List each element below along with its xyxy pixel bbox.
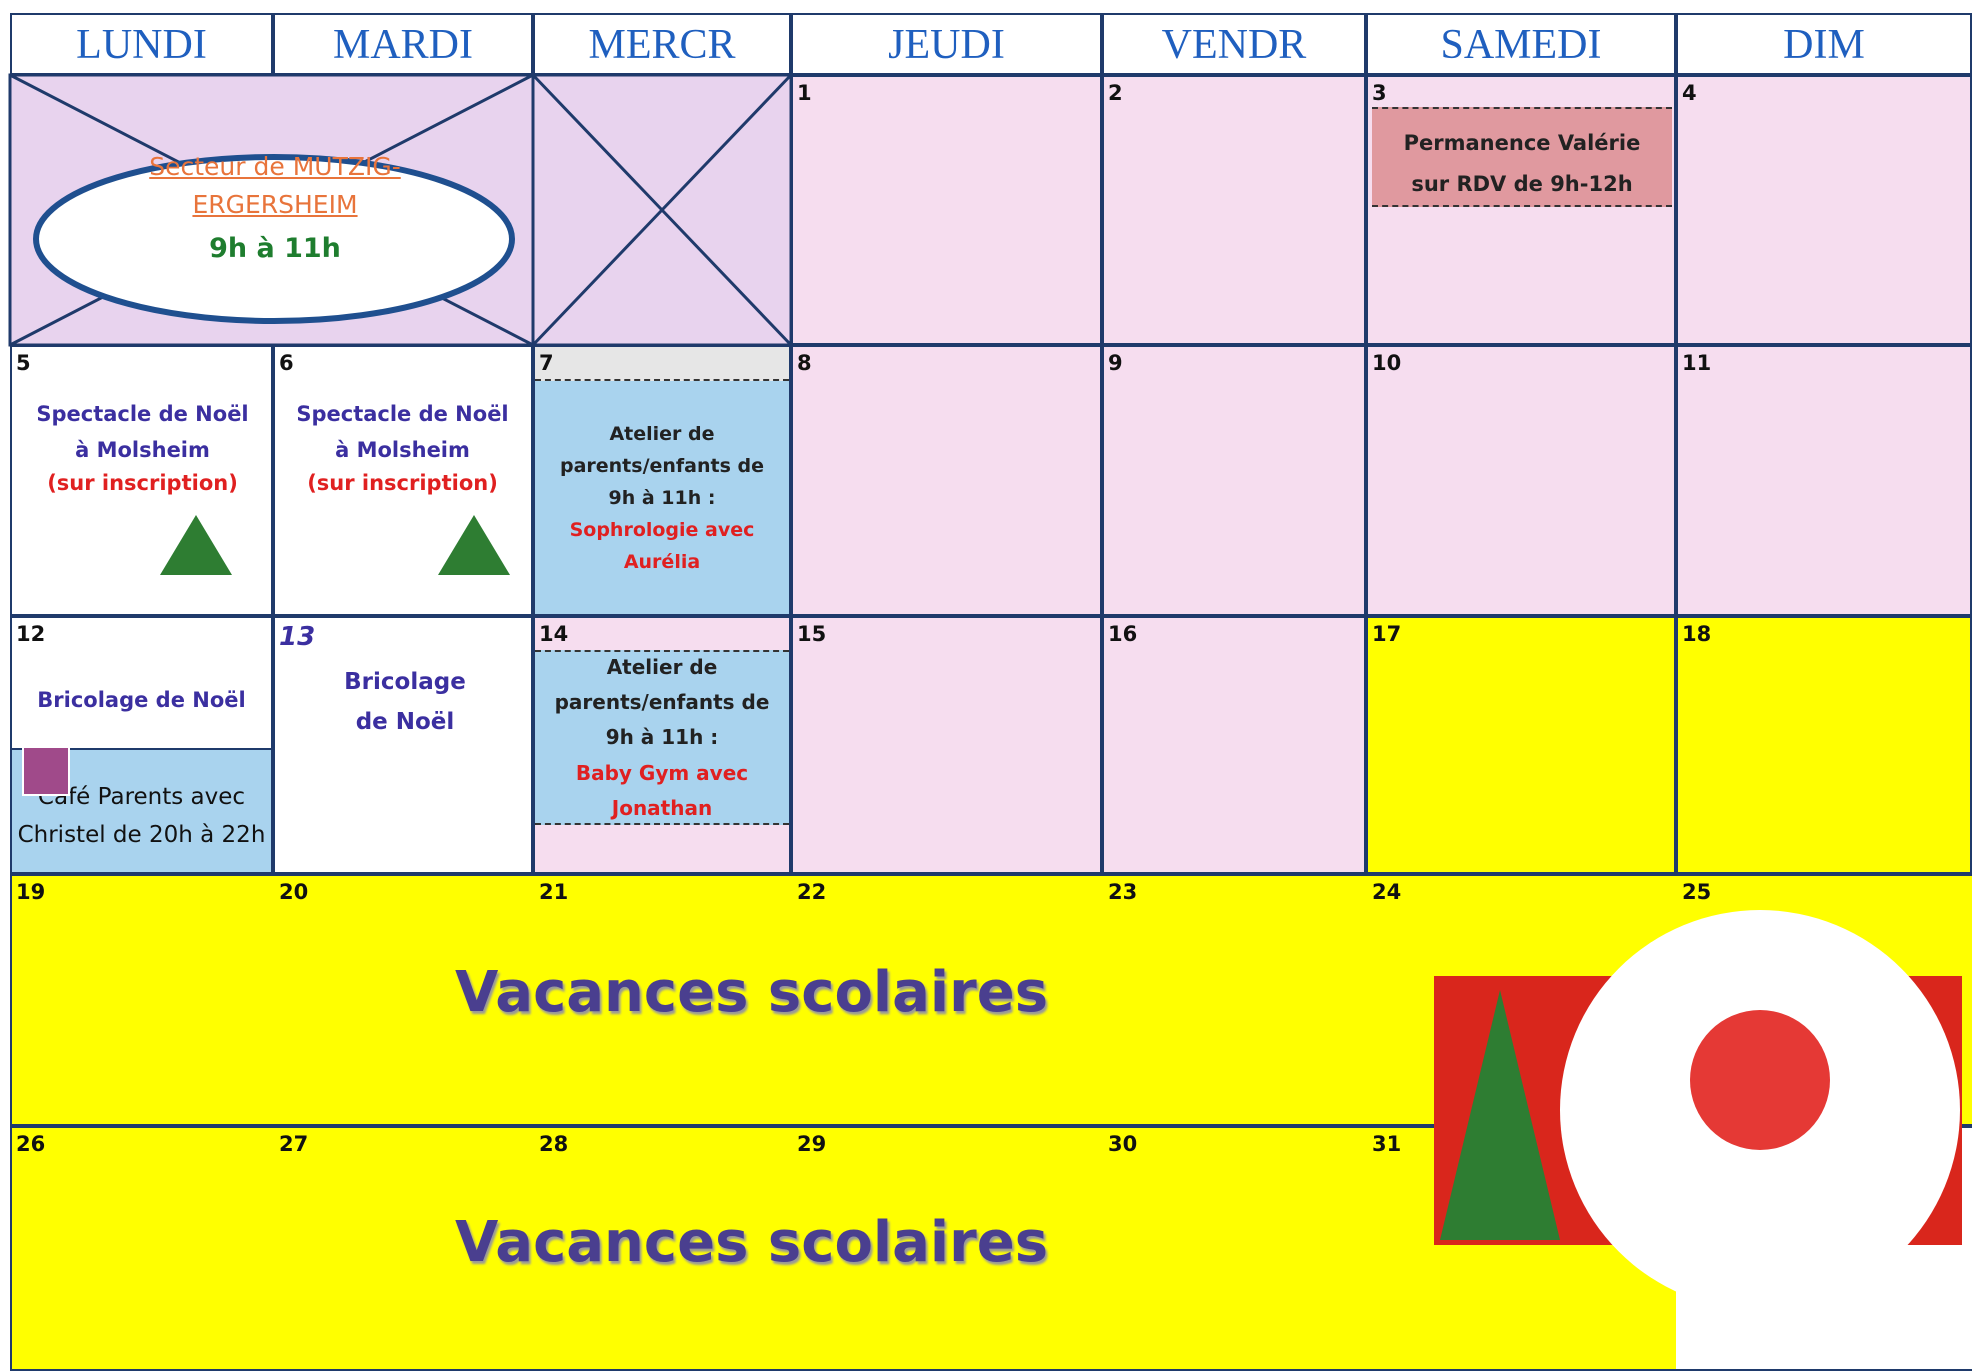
day-cell <box>1102 1126 1366 1371</box>
day-number: 13 <box>279 622 316 652</box>
tree <box>1440 990 1560 1240</box>
day-number: 31 <box>1372 1132 1402 1156</box>
day-cell <box>1366 345 1676 616</box>
day-cell <box>791 616 1102 874</box>
day-number: 25 <box>1682 880 1712 904</box>
week-band <box>10 874 1972 1126</box>
day-cell <box>1676 616 1972 874</box>
sector-badge <box>33 154 515 324</box>
day-cell <box>1676 75 1972 345</box>
tree <box>160 515 232 575</box>
event-strip <box>535 347 789 381</box>
day-number: 26 <box>16 1132 46 1156</box>
event-title: Spectacle de Noël à Molsheim <box>36 402 249 462</box>
day-number: 16 <box>1108 622 1138 646</box>
tree <box>438 515 510 575</box>
event-title: Bricolage de Noël <box>344 669 466 735</box>
day-number: 5 <box>16 351 31 375</box>
day-cell <box>273 1126 533 1371</box>
event-detail: sur RDV de 9h-12h <box>1411 172 1633 196</box>
day-number: 23 <box>1108 880 1138 904</box>
event-detail: (sur inscription) <box>307 471 498 495</box>
day-number: 18 <box>1682 622 1712 646</box>
day-cell <box>10 1126 273 1371</box>
week-band <box>10 1126 1972 1371</box>
event-detail: Baby Gym avec Jonathan <box>575 761 749 820</box>
sector-name: Secteur de MUTZIG-ERGERSHEIM <box>149 152 401 219</box>
day-cell <box>273 874 533 1126</box>
day-number: 7 <box>539 351 554 375</box>
day-number: 3 <box>1372 81 1387 105</box>
day-cell <box>1676 345 1972 616</box>
day-number: 14 <box>539 622 569 646</box>
day-cell <box>1366 616 1676 874</box>
event-detail: Sophrologie avec Aurélia <box>569 519 755 573</box>
day-number: 9 <box>1108 351 1123 375</box>
day-cell <box>1102 616 1366 874</box>
day-number: 4 <box>1682 81 1697 105</box>
santa <box>1690 1010 1830 1150</box>
day-number: 12 <box>16 622 46 646</box>
day-cell <box>1102 874 1366 1126</box>
event-box <box>1372 107 1672 207</box>
day-number: 11 <box>1682 351 1712 375</box>
day-number: 30 <box>1108 1132 1138 1156</box>
day-number: 27 <box>279 1132 309 1156</box>
day-number: 24 <box>1372 880 1402 904</box>
weekday-header: MERCR <box>533 13 791 75</box>
weekday-header: DIM <box>1676 13 1972 75</box>
day-cell <box>10 874 273 1126</box>
day-number: 15 <box>797 622 827 646</box>
event-title: Atelier de parents/enfants de 9h à 11h : <box>554 655 770 749</box>
day-cell <box>791 75 1102 345</box>
day-cell <box>791 1126 1102 1371</box>
weekday-header: VENDR <box>1102 13 1366 75</box>
day-number: 29 <box>797 1132 827 1156</box>
day-cell <box>533 1126 791 1371</box>
day-cell <box>1102 75 1366 345</box>
day-number: 6 <box>279 351 294 375</box>
day-number: 1 <box>797 81 812 105</box>
day-number: 2 <box>1108 81 1123 105</box>
day-number: 8 <box>797 351 812 375</box>
event-box <box>535 650 789 825</box>
day-number: 20 <box>279 880 309 904</box>
sector-hours: 9h à 11h <box>209 233 341 264</box>
day-cell <box>273 616 533 874</box>
day-cell <box>791 345 1102 616</box>
day-cell <box>533 345 791 616</box>
event-title: Bricolage de Noël <box>37 688 246 712</box>
event-title: Spectacle de Noël à Molsheim <box>296 402 509 462</box>
day-cell <box>1102 345 1366 616</box>
event-title: Permanence Valérie <box>1403 131 1641 155</box>
holiday-label: Vacances scolaires <box>455 960 1049 1025</box>
day-number: 28 <box>539 1132 569 1156</box>
cafe-icon <box>22 746 70 796</box>
event-detail: Café Parents avec Christel de 20h à 22h <box>17 784 266 848</box>
weekday-header: SAMEDI <box>1366 13 1676 75</box>
day-number: 17 <box>1372 622 1402 646</box>
day-number: 10 <box>1372 351 1402 375</box>
event-title: Atelier de parents/enfants de 9h à 11h : <box>559 423 765 509</box>
holiday-label: Vacances scolaires <box>455 1210 1049 1275</box>
day-number: 22 <box>797 880 827 904</box>
day-number: 21 <box>539 880 569 904</box>
day-cell <box>533 874 791 1126</box>
event-detail: (sur inscription) <box>47 471 238 495</box>
weekday-header: JEUDI <box>791 13 1102 75</box>
day-number: 19 <box>16 880 46 904</box>
day-cell <box>791 874 1102 1126</box>
